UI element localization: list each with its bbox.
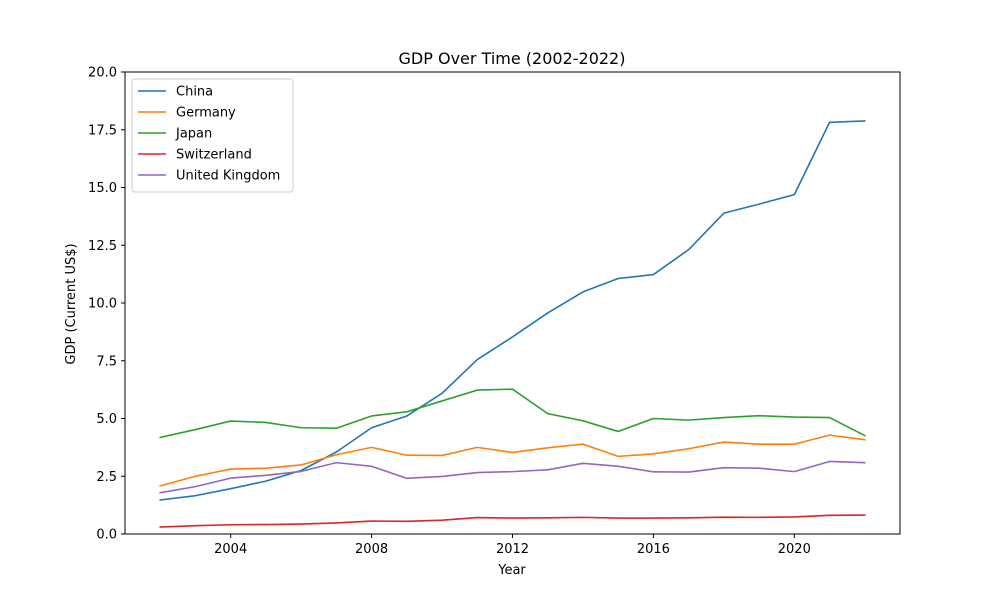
legend-label: Germany bbox=[176, 106, 236, 121]
y-tick-label: 20.0 bbox=[88, 66, 117, 81]
y-tick-label: 7.5 bbox=[96, 354, 117, 369]
x-axis-ticks: 2004 2008 2012 2016 2020 bbox=[214, 534, 811, 557]
series-line-united-kingdom bbox=[159, 460, 866, 494]
x-tick-label: 2004 bbox=[214, 542, 247, 557]
series-line-china bbox=[159, 120, 866, 501]
y-axis-ticks: 0.0 2.5 5.0 7.5 10.0 12.5 15.0 17.5 20.0 bbox=[88, 66, 125, 543]
plot-frame bbox=[124, 71, 901, 535]
y-tick-label: 17.5 bbox=[88, 123, 117, 138]
legend-entry: Japan bbox=[138, 127, 212, 142]
y-axis-label: GDP (Current US$) bbox=[64, 243, 79, 364]
legend-label: Switzerland bbox=[176, 148, 252, 163]
legend-entry: United Kingdom bbox=[138, 169, 280, 184]
series-lines bbox=[159, 120, 866, 528]
chart-title: GDP Over Time (2002-2022) bbox=[399, 49, 626, 68]
legend-label: China bbox=[176, 85, 213, 100]
legend-label: Japan bbox=[175, 127, 212, 142]
y-tick-label: 5.0 bbox=[96, 412, 117, 427]
legend-entry: China bbox=[138, 85, 213, 100]
x-tick-label: 2016 bbox=[637, 542, 670, 557]
y-tick-label: 12.5 bbox=[88, 239, 117, 254]
x-axis-label: Year bbox=[497, 563, 526, 578]
x-tick-label: 2008 bbox=[355, 542, 388, 557]
legend-label: United Kingdom bbox=[176, 169, 280, 184]
x-tick-label: 2012 bbox=[496, 542, 529, 557]
series-line-germany bbox=[159, 434, 866, 487]
y-tick-label: 15.0 bbox=[88, 181, 117, 196]
legend-entry: Switzerland bbox=[138, 148, 252, 163]
y-tick-label: 0.0 bbox=[96, 528, 117, 543]
y-tick-label: 2.5 bbox=[96, 470, 117, 485]
x-tick-label: 2020 bbox=[778, 542, 811, 557]
legend: China Germany Japan Switzerland United Kingd… bbox=[131, 78, 294, 193]
series-line-japan bbox=[159, 388, 866, 439]
legend-entry: Germany bbox=[138, 106, 236, 121]
legend-box bbox=[131, 78, 294, 193]
y-tick-label: 10.0 bbox=[88, 297, 117, 312]
series-line-switzerland bbox=[159, 514, 866, 528]
